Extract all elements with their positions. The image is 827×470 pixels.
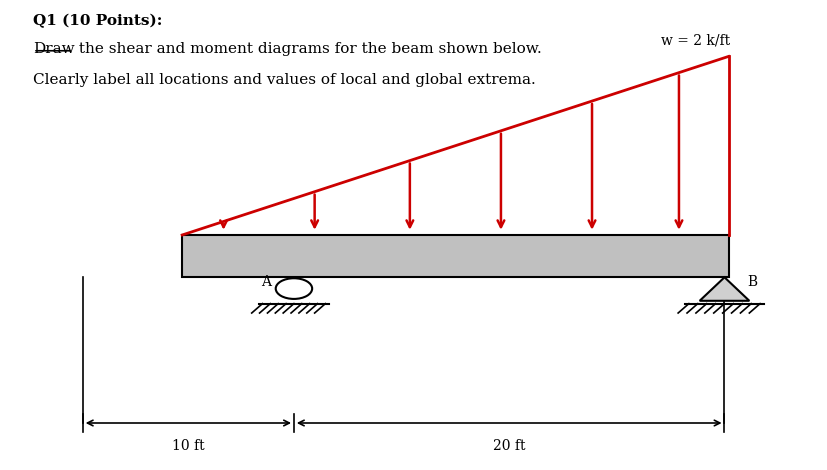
Text: Q1 (10 Points):: Q1 (10 Points): — [33, 14, 162, 28]
Text: B: B — [747, 275, 757, 289]
Bar — [182, 235, 728, 277]
Text: w = 2 k/ft: w = 2 k/ft — [661, 33, 729, 47]
Text: 20 ft: 20 ft — [492, 439, 525, 454]
Text: the shear and moment diagrams for the beam shown below.: the shear and moment diagrams for the be… — [74, 42, 541, 56]
Text: Draw: Draw — [33, 42, 74, 56]
Text: A: A — [261, 275, 270, 289]
Circle shape — [275, 278, 312, 299]
Text: 10 ft: 10 ft — [172, 439, 204, 454]
Polygon shape — [699, 277, 748, 301]
Text: Clearly label all locations and values of local and global extrema.: Clearly label all locations and values o… — [33, 73, 535, 87]
